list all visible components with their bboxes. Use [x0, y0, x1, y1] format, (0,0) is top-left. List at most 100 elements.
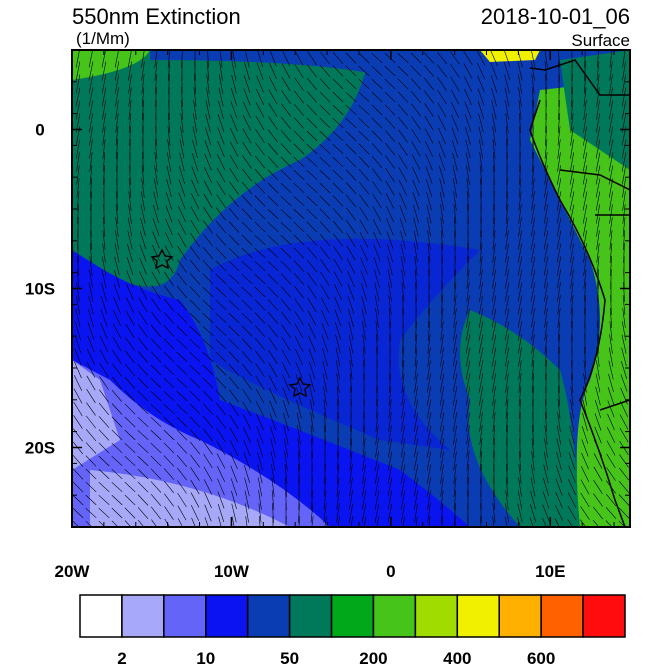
wind-barb [362, 464, 366, 484]
wind-barb [102, 100, 106, 120]
wind-barb [256, 62, 264, 80]
wind-barb [89, 139, 93, 159]
wind-barb [362, 425, 366, 445]
wind-barb [400, 503, 406, 523]
wind-barb [138, 324, 148, 338]
wind-barb [280, 298, 292, 312]
wind-barb [256, 413, 264, 431]
wind-barb [374, 282, 380, 302]
wind-barb [323, 399, 327, 419]
wind-barb [243, 452, 251, 470]
wind-barb [438, 153, 446, 171]
wind-barb [217, 478, 225, 496]
wind-barb [282, 387, 290, 405]
wind-barb [621, 74, 627, 94]
wind-barb [583, 230, 587, 250]
wind-barb [335, 347, 341, 367]
wind-barb [452, 373, 458, 393]
wind-barb [257, 451, 263, 471]
wind-barb [372, 168, 382, 182]
wind-barb [427, 243, 431, 263]
wind-barb [451, 140, 459, 158]
wind-barb [241, 312, 253, 324]
wind-barb [518, 347, 522, 367]
wind-barb [268, 350, 278, 364]
wind-barb [102, 152, 106, 172]
wind-barb [359, 219, 369, 235]
wind-barb [358, 117, 370, 129]
wind-barb [333, 246, 343, 260]
wind-barb [557, 308, 561, 328]
wind-barb [504, 87, 510, 107]
wind-barb [440, 334, 444, 354]
wind-barb [491, 334, 497, 354]
wind-barb [622, 50, 626, 68]
wind-barb [243, 465, 251, 483]
wind-barb [450, 64, 460, 78]
wind-barb [306, 247, 318, 259]
wind-barb [491, 347, 497, 367]
wind-barb [332, 143, 344, 155]
wind-barb [87, 348, 95, 366]
wind-barb [99, 362, 109, 378]
wind-barb [181, 50, 183, 68]
wind-barb [400, 243, 406, 263]
wind-barb [413, 490, 419, 510]
wind-barb [439, 399, 445, 419]
wind-barb [596, 269, 600, 289]
wind-barb [593, 466, 603, 482]
wind-barb [478, 334, 484, 354]
wind-barb [128, 191, 132, 211]
level: Surface [571, 31, 630, 50]
wind-barb [492, 425, 496, 445]
wind-barb [504, 347, 510, 367]
wind-barb [397, 52, 409, 64]
wind-barb [348, 321, 354, 341]
wind-barb [306, 91, 318, 103]
wind-barb [622, 295, 626, 315]
wind-barb [345, 169, 357, 181]
wind-barb [505, 412, 509, 432]
wind-barb [90, 191, 92, 211]
wind-barb [545, 126, 547, 146]
wind-barb [242, 128, 252, 144]
wind-barb [400, 464, 406, 484]
wind-barb [283, 438, 289, 458]
wind-barb [606, 480, 616, 494]
wind-barb [228, 351, 240, 363]
wind-barb [125, 337, 135, 351]
wind-barb [427, 360, 431, 380]
wind-barb [100, 296, 108, 314]
wind-barb [281, 63, 291, 79]
wind-barb [202, 299, 214, 311]
wind-barb [424, 115, 434, 131]
wind-barb [306, 169, 318, 181]
wind-barb [204, 166, 212, 184]
wind-barb [479, 230, 483, 250]
wind-barb [345, 130, 357, 142]
wind-barb [138, 297, 148, 313]
wind-barb [75, 100, 81, 120]
wind-barb [137, 416, 149, 428]
wind-barb [230, 88, 238, 106]
wind-barb [101, 50, 106, 68]
wind-barb [427, 347, 431, 367]
wind-barb [89, 126, 93, 146]
wind-barb [517, 243, 523, 263]
wind-barb [387, 477, 393, 497]
wind-barb [402, 295, 404, 315]
wind-barb [165, 192, 173, 210]
wind-barb [345, 78, 357, 90]
wind-barb [189, 259, 201, 273]
wind-barb [571, 360, 573, 380]
wind-barb [413, 451, 419, 471]
colorbar-box [498, 594, 542, 638]
wind-barb [129, 165, 131, 185]
wind-barb [323, 490, 327, 510]
wind-barb [307, 310, 317, 326]
wind-barb [116, 152, 118, 172]
wind-barb [154, 139, 158, 159]
wind-barb [165, 218, 173, 236]
wind-barb [337, 399, 339, 419]
wind-barb [582, 139, 588, 159]
